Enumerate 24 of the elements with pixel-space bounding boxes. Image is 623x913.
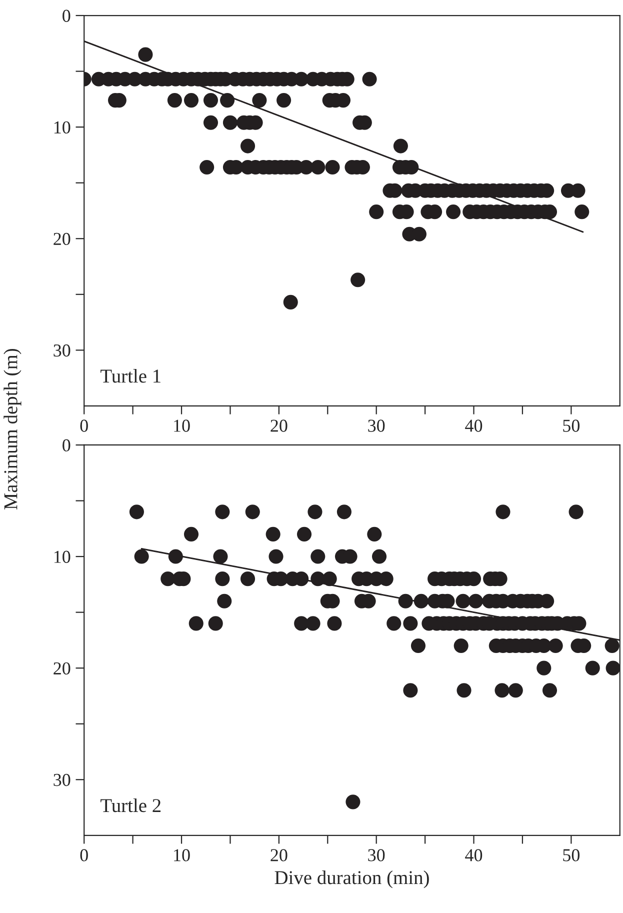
x-tick-label: 20 bbox=[270, 849, 288, 862]
x-tick-label: 40 bbox=[465, 849, 482, 862]
y-tick-label: 20 bbox=[54, 662, 70, 675]
y-tick-label: 10 bbox=[54, 121, 70, 134]
x-tick-label: 0 bbox=[80, 849, 88, 862]
x-tick-label: 0 bbox=[80, 420, 88, 432]
y-tick-label: 20 bbox=[54, 232, 70, 246]
x-tick-label: 50 bbox=[563, 849, 580, 862]
y-tick-label: 0 bbox=[62, 439, 70, 452]
x-axis-title: Dive duration (min) bbox=[274, 870, 429, 888]
x-tick-label: 40 bbox=[465, 420, 482, 432]
x-tick-label: 50 bbox=[563, 420, 580, 432]
y-tick-label: 10 bbox=[54, 550, 70, 563]
y-axis-title: Maximum depth (m) bbox=[4, 348, 22, 510]
y-tick-label: 30 bbox=[54, 344, 70, 357]
y-tick-label: 0 bbox=[62, 10, 70, 22]
x-tick-label: 20 bbox=[270, 420, 288, 432]
x-tick-label: 30 bbox=[368, 849, 385, 862]
annotation: Turtle 1 bbox=[100, 369, 160, 383]
y-tick-label: 30 bbox=[54, 774, 70, 786]
x-tick-label: 10 bbox=[174, 420, 190, 432]
annotation: Turtle 2 bbox=[100, 798, 161, 812]
x-tick-label: 30 bbox=[368, 420, 385, 432]
x-tick-label: 10 bbox=[174, 849, 190, 862]
